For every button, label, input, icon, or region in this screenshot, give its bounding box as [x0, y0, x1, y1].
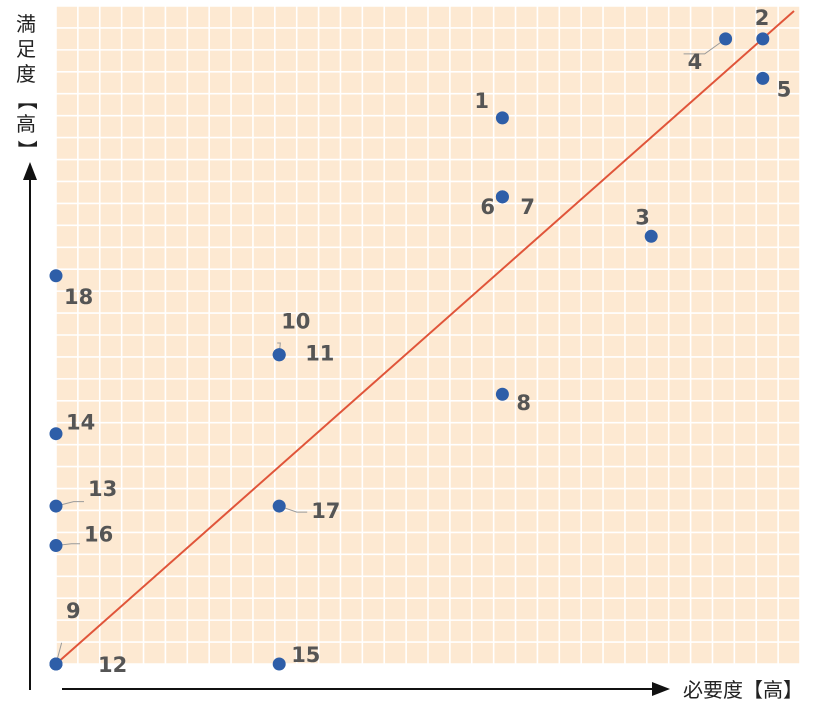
data-point-label: 11	[305, 342, 334, 366]
y-axis-label-char: 高	[16, 112, 36, 136]
data-point-label: 8	[516, 391, 531, 415]
data-point-label: 7	[520, 195, 535, 219]
data-point-label: 13	[88, 477, 117, 501]
data-point	[495, 387, 509, 401]
data-point-label: 16	[84, 523, 113, 547]
y-axis-label: 満 足 度 【 高 】	[15, 12, 39, 160]
data-point	[49, 269, 63, 283]
y-axis-label-char: 【	[15, 90, 39, 110]
grid-lines	[55, 5, 801, 665]
x-axis-arrowhead	[652, 682, 670, 696]
data-point	[49, 499, 63, 513]
y-axis-label-char: 度	[16, 62, 36, 86]
data-point-label: 4	[688, 50, 703, 74]
data-point	[272, 657, 286, 671]
data-point	[644, 229, 658, 243]
data-point	[495, 190, 509, 204]
data-point-label: 2	[755, 6, 770, 30]
data-point-label: 9	[66, 599, 81, 623]
y-axis-label-char: 満	[16, 12, 36, 36]
data-point	[495, 111, 509, 125]
y-axis-label-char: 】	[15, 140, 39, 160]
label-leader-line	[683, 38, 726, 55]
data-point	[719, 32, 733, 46]
data-point-label: 15	[291, 643, 320, 667]
reference-diagonal-line	[55, 10, 795, 665]
data-point	[49, 657, 63, 671]
y-axis-arrowhead	[23, 162, 37, 180]
data-point	[756, 32, 770, 46]
y-axis-label-char: 足	[16, 37, 36, 61]
data-point-label: 18	[64, 285, 93, 309]
data-point	[756, 71, 770, 85]
data-point-label: 12	[98, 653, 127, 677]
data-point-label: 1	[474, 89, 489, 113]
data-point-label: 3	[635, 205, 650, 229]
data-point	[49, 539, 63, 553]
data-point	[272, 499, 286, 513]
data-point-label: 10	[281, 310, 310, 334]
data-point-label: 5	[777, 77, 792, 101]
data-point-label: 17	[311, 499, 340, 523]
data-point-label: 14	[66, 411, 95, 435]
data-point	[272, 348, 286, 362]
x-axis-label: 必要度【高】	[683, 678, 803, 702]
label-leader-line	[55, 642, 62, 665]
data-point-label: 6	[480, 195, 495, 219]
data-point	[49, 427, 63, 441]
